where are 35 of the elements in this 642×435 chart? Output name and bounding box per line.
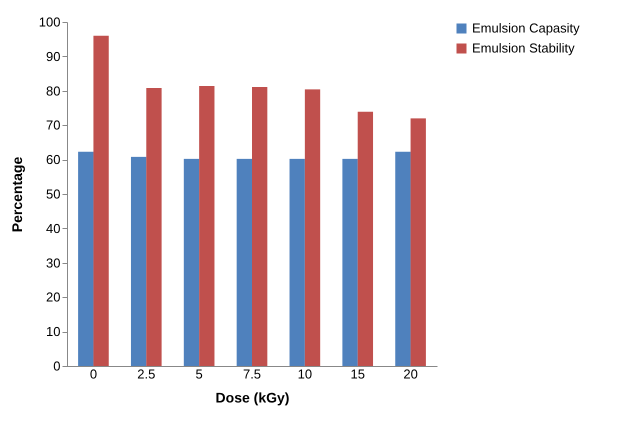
y-tick-label: 80 [46,83,60,98]
bar [130,156,146,366]
y-tick-label: 60 [46,152,60,168]
y-tick-label: 20 [46,290,60,305]
y-tick-label: 40 [46,220,60,236]
y-axis-title: Percentage [8,156,25,232]
y-tick-label: 30 [46,255,60,270]
x-axis-title: Dose (kGy) [216,390,290,406]
legend-label: Emulsion Capasity [472,20,580,36]
bar [410,118,426,366]
y-tick-label: 100 [38,14,60,30]
bar [184,158,200,366]
bar [199,86,214,366]
bar [93,36,109,366]
bar [304,89,320,366]
y-tick-label: 10 [46,324,60,340]
bar [252,87,268,366]
bar [290,158,305,366]
x-tick-label: 15 [350,366,365,382]
bar [358,112,374,366]
y-tick-label: 90 [46,48,60,64]
x-tick-label: 2.5 [137,366,156,382]
bar [78,152,94,366]
bar [342,158,358,366]
x-tick-label: 5 [196,366,203,382]
y-tick-label: 70 [46,118,60,133]
x-tick-label: 7.5 [242,366,262,382]
bar [395,152,411,366]
y-tick-label: 50 [46,186,60,202]
x-tick-label: 10 [298,366,312,382]
bar [236,158,252,366]
legend-label: Emulsion Stability [472,40,576,56]
bar [146,88,162,366]
x-tick-label: 20 [403,366,418,382]
x-tick-label: 0 [90,366,98,382]
